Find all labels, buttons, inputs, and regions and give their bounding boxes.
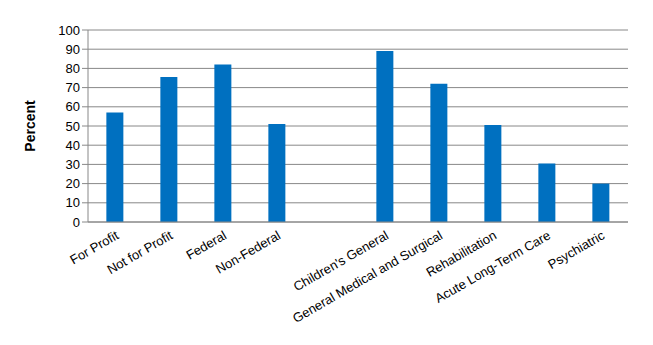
svg-text:50: 50 [66,119,80,134]
svg-text:20: 20 [66,176,80,191]
svg-text:For Profit: For Profit [67,227,122,268]
svg-text:70: 70 [66,80,80,95]
svg-text:0: 0 [73,215,80,230]
svg-text:60: 60 [66,99,80,114]
svg-text:Percent: Percent [22,100,38,152]
svg-text:100: 100 [58,23,80,38]
svg-text:90: 90 [66,42,80,57]
svg-text:30: 30 [66,157,80,172]
svg-text:Psychiatric: Psychiatric [545,227,607,272]
svg-text:General Medical and Surgical: General Medical and Surgical [290,228,445,326]
svg-text:Federal: Federal [183,227,230,263]
svg-text:Rehabilitation: Rehabilitation [423,227,500,280]
svg-text:Not for Profit: Not for Profit [104,227,175,277]
svg-text:40: 40 [66,138,80,153]
svg-text:10: 10 [66,195,80,210]
svg-text:80: 80 [66,61,80,76]
svg-text:Acute Long-Term Care: Acute Long-Term Care [432,228,553,306]
svg-text:Children's General: Children's General [290,227,392,295]
svg-text:Non-Federal: Non-Federal [213,228,283,277]
